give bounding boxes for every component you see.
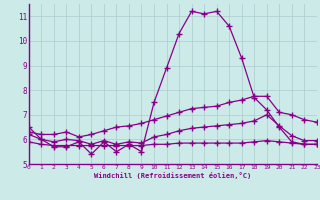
X-axis label: Windchill (Refroidissement éolien,°C): Windchill (Refroidissement éolien,°C) [94, 172, 252, 179]
